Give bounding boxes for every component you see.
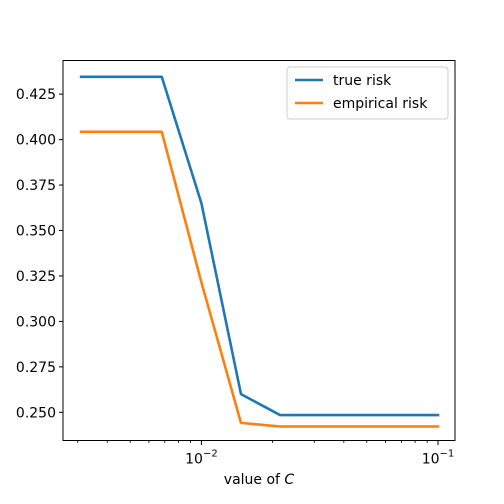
- legend-label-1: empirical risk: [333, 96, 428, 112]
- y-tick-label: 0.375: [16, 178, 56, 194]
- x-tick-label: 10−2: [185, 449, 218, 468]
- y-tick-label: 0.325: [16, 269, 56, 285]
- y-tick-label: 0.350: [16, 224, 56, 240]
- y-tick-label: 0.425: [16, 87, 56, 103]
- x-axis-label: value of C: [224, 472, 295, 488]
- legend: true risk empirical risk: [286, 66, 449, 120]
- axes-frame: [62, 60, 456, 441]
- series-line-1: [79, 130, 440, 428]
- y-tick-label: 0.275: [16, 360, 56, 376]
- legend-label-0: true risk: [333, 73, 392, 89]
- y-tick-label: 0.400: [16, 133, 56, 149]
- series-line-0: [79, 75, 440, 417]
- axis-ticks: 0.250 0.275 0.300 0.325 0.350 0.375 0.400 0.425…: [16, 87, 454, 467]
- y-tick-label: 0.300: [16, 314, 56, 330]
- y-tick-label: 0.250: [16, 405, 56, 421]
- x-tick-label: 10−1: [422, 449, 455, 468]
- legend-box: [286, 66, 449, 120]
- plot-area: [79, 75, 440, 428]
